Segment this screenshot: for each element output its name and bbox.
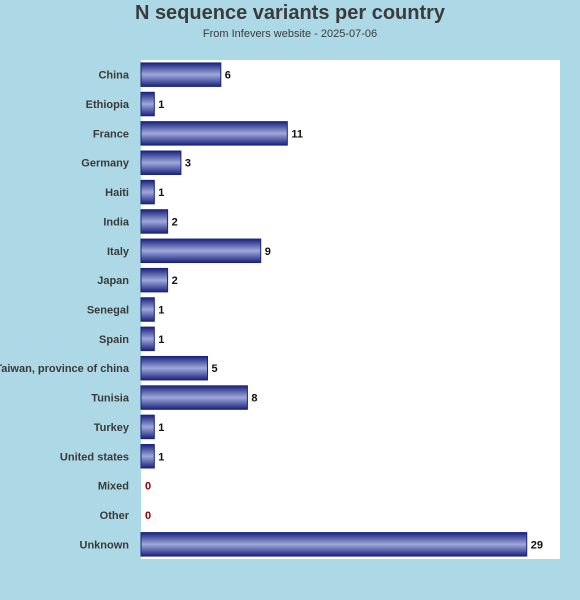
bar: [140, 355, 209, 381]
bar: [140, 91, 155, 117]
bar: [140, 150, 182, 175]
bar: [140, 267, 169, 293]
category-label: Tunisia: [91, 393, 130, 405]
value-label: 0: [145, 510, 151, 522]
value-label: 9: [265, 246, 271, 258]
bar: [140, 297, 155, 322]
category-label: Other: [100, 510, 130, 522]
category-label: Italy: [107, 246, 130, 258]
category-label: Taiwan, province of china: [0, 363, 130, 375]
category-label: Mixed: [98, 481, 129, 493]
bar: [140, 532, 528, 557]
category-label: Japan: [97, 275, 129, 287]
value-label: 1: [158, 422, 164, 434]
value-label: 29: [531, 539, 543, 551]
category-label: Ethiopia: [86, 99, 130, 111]
bar: [140, 62, 222, 87]
category-label: Turkey: [94, 422, 130, 434]
bar: [140, 209, 169, 234]
chart-title: N sequence variants per country: [134, 2, 446, 24]
value-label: 1: [158, 451, 164, 463]
value-label: 8: [251, 393, 257, 405]
bar: [140, 326, 155, 352]
value-label: 2: [172, 216, 178, 228]
bar: [140, 414, 155, 440]
value-label: 5: [212, 363, 218, 375]
value-label: 1: [158, 187, 164, 199]
bar: [140, 238, 262, 264]
value-label: 1: [158, 99, 164, 111]
category-label: Germany: [81, 158, 130, 170]
value-label: 2: [172, 275, 178, 287]
category-label: United states: [60, 451, 129, 463]
value-label: 3: [185, 158, 191, 170]
category-label: India: [103, 216, 130, 228]
value-label: 11: [291, 128, 303, 140]
category-label: Unknown: [80, 539, 130, 551]
category-label: Spain: [99, 334, 129, 346]
value-label: 0: [145, 481, 151, 493]
category-label: Haiti: [105, 187, 129, 199]
value-label: 6: [225, 70, 231, 82]
bar: [140, 121, 288, 146]
category-label: China: [98, 70, 129, 82]
bar: [140, 444, 155, 469]
category-label: France: [93, 128, 129, 140]
category-label: Senegal: [87, 305, 129, 317]
bar: [140, 385, 248, 410]
value-label: 1: [158, 305, 164, 317]
chart-subtitle: From Infevers website - 2025-07-06: [202, 28, 378, 40]
value-label: 1: [158, 334, 164, 346]
bar: [140, 179, 155, 205]
